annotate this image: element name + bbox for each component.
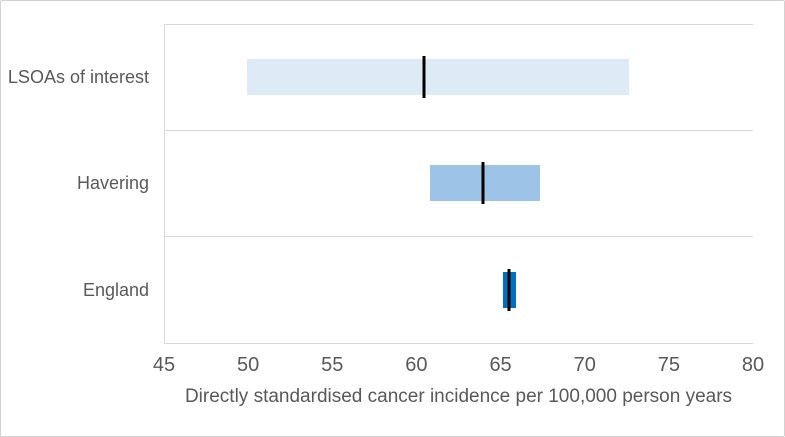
x-axis-tick-label: 70 bbox=[573, 354, 596, 376]
category-band-havering bbox=[165, 131, 753, 237]
point-estimate-marker bbox=[422, 56, 426, 99]
category-band-lsoas-of-interest bbox=[165, 25, 753, 131]
confidence-interval-bar bbox=[247, 59, 629, 96]
point-estimate-marker bbox=[481, 162, 485, 205]
point-estimate-marker bbox=[507, 268, 511, 311]
x-axis-title: Directly standardised cancer incidence p… bbox=[184, 386, 733, 407]
y-axis-category-labels: LSOAs of interest Havering England bbox=[1, 24, 149, 344]
x-axis-tick-label: 45 bbox=[152, 354, 176, 376]
plot-area bbox=[164, 24, 753, 344]
x-axis-tick-label: 80 bbox=[741, 354, 765, 376]
x-axis-tick-label: 50 bbox=[237, 354, 260, 376]
x-axis-tick-label: 55 bbox=[321, 354, 344, 376]
x-axis-tick-label: 65 bbox=[489, 354, 512, 376]
category-band-england bbox=[165, 237, 753, 343]
x-axis-tick-label: 75 bbox=[657, 354, 680, 376]
x-axis-tick-label: 60 bbox=[405, 354, 428, 376]
category-label-havering: Havering bbox=[76, 173, 149, 194]
x-axis-ticks: 45 50 55 60 65 70 75 80 bbox=[153, 354, 764, 378]
confidence-interval-bar bbox=[430, 165, 540, 202]
category-label-england: England bbox=[82, 280, 149, 301]
category-label-lsoas-of-interest: LSOAs of interest bbox=[7, 66, 149, 87]
